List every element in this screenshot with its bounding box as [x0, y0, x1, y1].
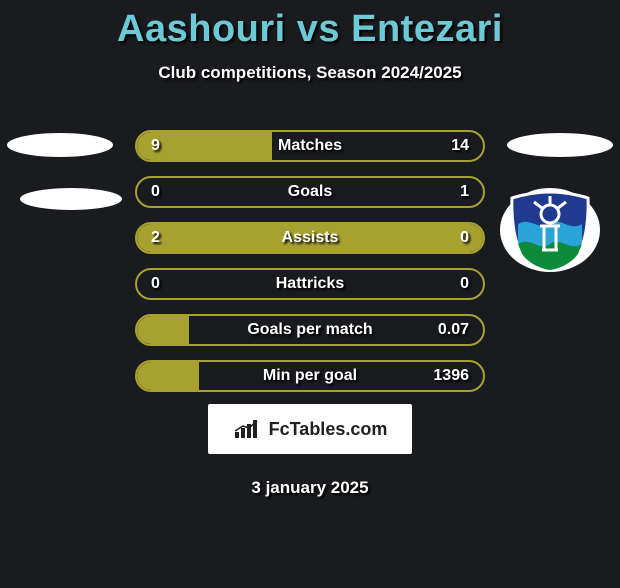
comparison-chart: 9Matches140Goals12Assists00Hattricks0Goa…	[135, 130, 485, 406]
stat-label: Matches	[137, 132, 483, 160]
stat-value-right: 1396	[433, 362, 469, 390]
stat-label: Goals per match	[137, 316, 483, 344]
stat-row: 0Hattricks0	[135, 268, 485, 300]
fctables-logo-icon	[233, 418, 263, 440]
fctables-logo: FcTables.com	[208, 404, 412, 454]
page-title: Aashouri vs Entezari	[0, 8, 620, 51]
date: 3 january 2025	[0, 478, 620, 498]
stat-label: Min per goal	[137, 362, 483, 390]
player-right-photo-placeholder	[507, 133, 613, 157]
stat-label: Goals	[137, 178, 483, 206]
stat-row: 0Goals1	[135, 176, 485, 208]
stat-label: Hattricks	[137, 270, 483, 298]
subtitle: Club competitions, Season 2024/2025	[0, 63, 620, 83]
stat-label: Assists	[137, 224, 483, 252]
player-left-photo-placeholder	[7, 133, 113, 157]
stat-value-right: 0	[460, 270, 469, 298]
stat-row: 9Matches14	[135, 130, 485, 162]
stat-value-right: 0.07	[438, 316, 469, 344]
stat-row: 2Assists0	[135, 222, 485, 254]
team-left-crest-placeholder	[20, 188, 122, 210]
team-right-crest	[500, 188, 600, 272]
stat-row: Min per goal1396	[135, 360, 485, 392]
stat-value-right: 14	[451, 132, 469, 160]
stat-row: Goals per match0.07	[135, 314, 485, 346]
fctables-logo-text: FcTables.com	[269, 419, 388, 440]
stat-value-right: 0	[460, 224, 469, 252]
stat-value-right: 1	[460, 178, 469, 206]
